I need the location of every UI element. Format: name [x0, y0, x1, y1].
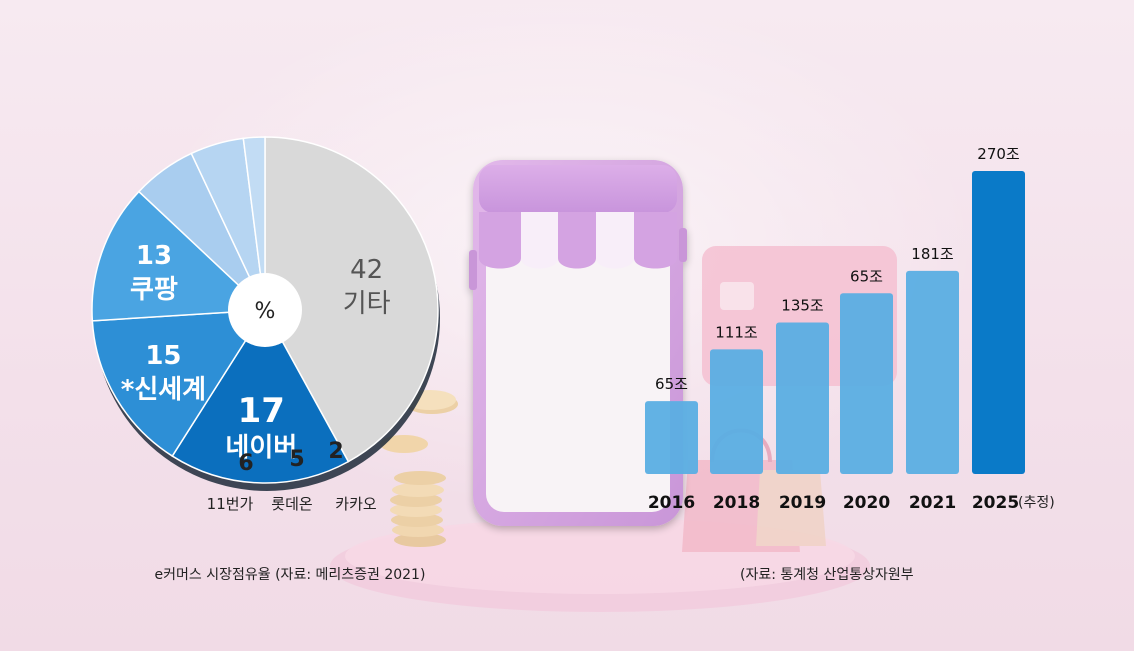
- pie-slice-2: [91, 309, 267, 458]
- bar-category-label-2016: 2016: [648, 493, 695, 513]
- pie-slice-label-4: 11번가: [207, 495, 254, 513]
- bar-category-label-2018: 2018: [713, 493, 760, 513]
- bar-2025: [972, 171, 1025, 474]
- bar-2019: [776, 322, 829, 474]
- bar-category-label-2019: 2019: [779, 493, 826, 513]
- pie-center-hole: [228, 273, 302, 347]
- bar-category-label-2020: 2020: [843, 493, 890, 513]
- pie-slice-value-4: 6: [238, 451, 253, 476]
- bar-value-label-2021: 181조: [911, 245, 954, 263]
- phone-shop-icon: [469, 160, 687, 526]
- bars: [645, 171, 1025, 474]
- pie-slice-3: [91, 190, 267, 322]
- pie-slice-0: [264, 136, 439, 463]
- bar-category-labels: 2016 2018 2019 2020 2021 2025: [648, 493, 1019, 513]
- bar-category-label-2025: 2025: [972, 493, 1019, 513]
- pie-slice-value-5: 5: [289, 447, 304, 472]
- bar-2018: [710, 349, 763, 474]
- pie-slice-1: [171, 308, 350, 484]
- pie-slice-value-3: 13: [136, 241, 172, 271]
- bar-value-label-2018: 111조: [715, 323, 758, 341]
- pie-slice-value-0: 42: [350, 255, 383, 285]
- bar-value-label-2020: 65조: [850, 267, 883, 285]
- pie-caption: e커머스 시장점유율 (자료: 메리츠증권 2021): [155, 567, 426, 583]
- pie-center-label: %: [255, 299, 276, 324]
- pie-slice-label-5: 롯데온: [271, 495, 312, 513]
- pie-slice-value-1: 17: [238, 391, 285, 431]
- bar-2020: [840, 293, 893, 474]
- pie-slice-label-0: 기타: [343, 289, 391, 319]
- bar-category-label-2021: 2021: [909, 493, 956, 513]
- pie-slice-value-2: 15: [145, 341, 181, 371]
- bar-value-labels: 65조 111조 135조 65조 181조 270조: [655, 145, 1020, 393]
- pie-slice-label-3: 쿠팡: [130, 275, 178, 305]
- bar-caption: (자료: 통계청 산업통상자원부: [740, 567, 914, 583]
- bar-2021: [906, 270, 959, 474]
- bar-2016: [645, 401, 698, 474]
- bar-estimate-note: (추정): [1018, 495, 1055, 511]
- pie-slice-6: [242, 136, 266, 311]
- bar-value-label-2019: 135조: [781, 297, 824, 315]
- pie-slice-label-2: *신세계: [121, 375, 206, 405]
- awning-stripes: [479, 212, 677, 269]
- bar-value-label-2016: 65조: [655, 375, 688, 393]
- pie-slice-label-1: 네이버: [225, 433, 297, 463]
- bar-value-label-2025: 270조: [977, 145, 1020, 163]
- pie-slice-value-6: 2: [328, 439, 343, 464]
- pie-slice-label-6: 카카오: [335, 495, 377, 513]
